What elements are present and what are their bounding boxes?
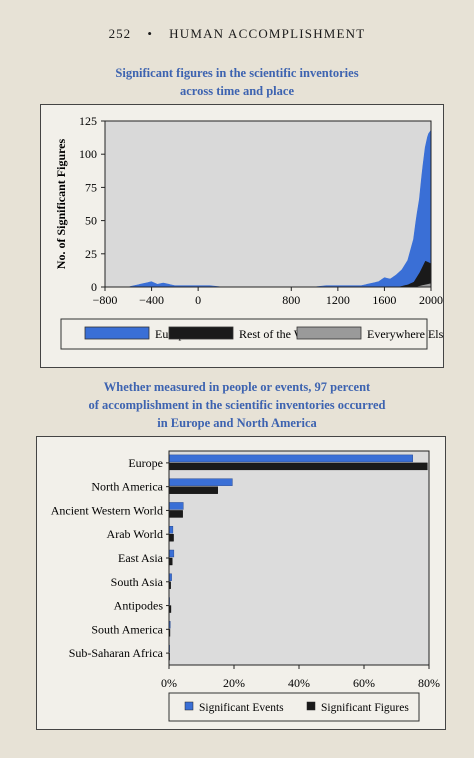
bar-significant-events: [168, 454, 413, 463]
x-tick-label: −800: [93, 293, 118, 307]
y-tick-label: 75: [85, 180, 97, 194]
legend-label: Significant Figures: [321, 702, 409, 714]
bar-significant-figures: [168, 486, 218, 494]
bar-significant-events: [168, 502, 184, 510]
category-label: South America: [91, 622, 163, 636]
x-tick-label: 80%: [418, 676, 440, 690]
category-label: East Asia: [118, 551, 164, 565]
x-tick-label: 40%: [288, 676, 310, 690]
chart2-caption-line-2: of accomplishment in the scientific inve…: [88, 398, 386, 412]
legend-label: Everywhere Else: [367, 327, 443, 341]
x-tick-label: 20%: [223, 676, 245, 690]
category-label: South Asia: [111, 575, 164, 589]
y-tick-label: 0: [91, 280, 97, 294]
category-label: Europe: [128, 456, 163, 470]
plot-border: [168, 450, 430, 666]
page-number: 252: [108, 26, 132, 41]
plot-border: [104, 120, 432, 288]
category-label: Antipodes: [114, 599, 164, 613]
legend-swatch: [84, 326, 150, 340]
x-tick-label: 0%: [161, 676, 177, 690]
chart1-frame: 0 25 50 75 100 125 −800 −400 0 800 1200 1600 2000 No.…: [40, 104, 449, 368]
legend-swatch: [296, 326, 362, 340]
y-axis-title: No. of Significant Figures: [54, 138, 68, 269]
chart2-caption: Whether measured in people or events, 97…: [40, 378, 434, 432]
chart2-legend: [168, 692, 420, 722]
bar-significant-figures: [168, 462, 428, 471]
category-label: Ancient Western World: [51, 503, 163, 517]
x-tick-label: 1600: [372, 293, 396, 307]
x-tick-label: −400: [139, 293, 164, 307]
running-header: 252 • HUMAN ACCOMPLISHMENT: [0, 26, 474, 42]
legend-swatch: [306, 701, 316, 711]
chart1-caption-line-1: Significant figures in the scientific in…: [115, 66, 359, 80]
legend-swatch: [168, 326, 234, 340]
x-tick-label: 60%: [353, 676, 375, 690]
chart2-frame: 0% 20% 40% 60% 80% Europe North America Ancient…: [36, 436, 446, 730]
category-label: Sub-Saharan Africa: [69, 646, 164, 660]
plot-area: [105, 121, 431, 287]
x-tick-label: 0: [195, 293, 201, 307]
bar-chart: 0% 20% 40% 60% 80% Europe North America Ancient…: [51, 450, 440, 722]
header-separator: •: [147, 26, 153, 41]
area-chart: 0 25 50 75 100 125 −800 −400 0 800 1200 1600 2000 No.…: [54, 114, 449, 350]
chart2-caption-line-1: Whether measured in people or events, 97…: [103, 380, 371, 394]
x-tick-label: 2000: [419, 293, 443, 307]
y-tick-label: 50: [85, 214, 97, 228]
bar-significant-figures: [168, 510, 183, 518]
bar-significant-figures: [168, 534, 174, 542]
bar-significant-events: [168, 478, 233, 486]
category-label: North America: [91, 480, 163, 494]
bar-significant-events: [168, 526, 174, 534]
chart2-caption-line-3: in Europe and North America: [157, 416, 317, 430]
y-tick-label: 100: [79, 147, 97, 161]
bar-significant-events: [168, 549, 175, 558]
running-title: HUMAN ACCOMPLISHMENT: [169, 26, 366, 41]
x-tick-label: 800: [282, 293, 300, 307]
x-tick-label: 1200: [326, 293, 350, 307]
chart1-caption: Significant figures in the scientific in…: [40, 64, 434, 100]
y-tick-label: 25: [85, 247, 97, 261]
chart1-caption-line-2: across time and place: [180, 84, 294, 98]
legend-swatch: [184, 701, 194, 711]
legend-label: Significant Events: [199, 702, 284, 714]
category-label: Arab World: [107, 527, 163, 541]
y-tick-label: 125: [79, 114, 97, 128]
